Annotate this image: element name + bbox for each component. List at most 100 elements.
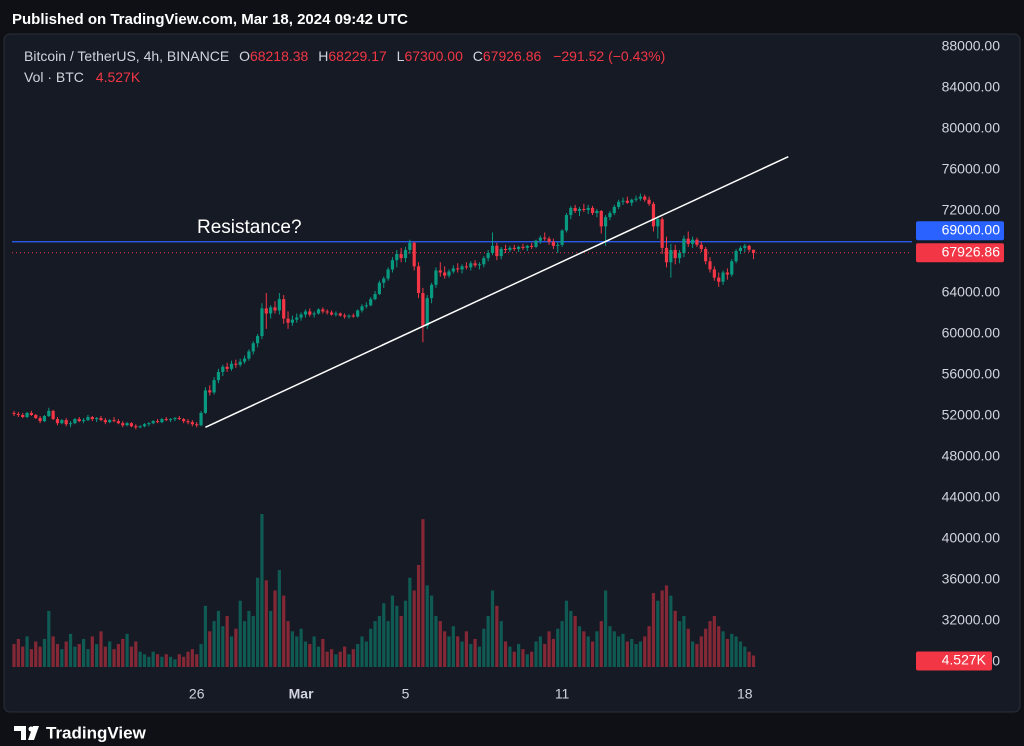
volume-bar [499,621,503,667]
candle-body [99,418,103,421]
volume-bar [177,654,181,667]
candle-body [621,200,625,202]
volume-bar [530,651,534,667]
y-tick-label: 88000.00 [942,38,1001,54]
candle-body [151,421,155,424]
volume-bar [651,593,656,667]
candle-body [477,264,482,266]
candle-body [321,309,325,312]
volume-bar [699,636,703,667]
candle-body [656,219,660,227]
candle-body [734,250,738,262]
volume-bar [416,565,421,667]
candle-body [712,269,716,278]
volume-bar [556,628,560,667]
volume-bar [21,646,25,667]
candle-body [260,308,264,337]
volume-bar [717,626,721,667]
symbol: Bitcoin / TetherUS, 4h, BINANCE [24,48,229,64]
volume-bar [273,590,277,667]
volume-bar [364,641,368,667]
candle-body [534,240,538,247]
volume-bar [551,638,555,667]
candle-body [212,380,216,393]
volume-bar [708,621,712,667]
volume-bar [86,649,90,667]
candle-body [434,270,438,285]
volume-bar [547,631,551,667]
candle-body [329,312,334,315]
volume-bar [260,514,264,667]
legend-key: H [318,48,328,64]
candle-body [630,199,634,203]
candle-body [464,266,468,268]
volume-bar [538,636,542,667]
candle-body [521,246,525,248]
candle-body [369,299,373,306]
volume-bar [438,621,442,667]
volume-bar [343,646,347,667]
volume-bar [464,631,468,667]
candle-body [21,414,25,418]
legend-value: 67926.86 [483,48,542,64]
candle-body [155,421,160,423]
candle-body [386,269,390,279]
volume-bar [443,631,447,667]
candle-body [512,247,516,249]
candle-body [447,271,451,276]
volume-bar [517,644,521,667]
x-tick-label: 26 [189,686,205,702]
volume-bar [508,646,512,667]
candle-body [730,261,734,275]
volume-bar [503,641,508,667]
candle-body [177,418,181,420]
candle-body [277,299,281,311]
candle-body [373,294,377,300]
candle-body [182,419,186,422]
volume-bar [16,638,20,667]
candle-body [543,237,547,239]
candle-body [68,423,73,425]
candle-body [77,419,81,422]
candle-body [451,268,455,272]
y-tick-label: 32000.00 [942,612,1001,628]
volume-bar [390,595,395,667]
volume-bar [29,649,33,667]
volume-bar [669,595,673,667]
volume-bar [151,651,155,667]
candle-body [382,278,386,283]
trendline [205,155,789,428]
volume-bar [682,616,686,667]
volume-bar [12,644,16,667]
volume-bar [73,646,77,667]
candle-body [677,253,682,259]
candle-body [199,412,203,426]
candle-body [582,208,586,210]
volume-bar [82,638,86,667]
candle-body [303,311,308,315]
volume-bar [221,626,225,667]
volume-bar [186,651,190,667]
volume-bar [286,621,290,667]
candle-body [95,418,99,420]
volume-bar [395,605,399,667]
candle-body [704,248,708,262]
volume-bar [691,641,695,667]
volume-legend: Vol · BTC 4.527K [24,69,141,85]
candle-body [403,249,408,259]
volume-bar [190,649,194,667]
y-tick-label: 44000.00 [942,489,1001,505]
volume-bar [25,636,29,667]
volume-title: Vol · BTC [24,69,84,85]
volume-bar [434,616,438,667]
candle-body [743,245,747,248]
candle-body [138,426,142,428]
candle-body [682,238,686,254]
candle-body [686,238,690,244]
candle-body [295,317,299,320]
volume-bar [704,628,708,667]
volume-bar [469,644,473,667]
candle-body [55,419,60,424]
candle-body [721,272,725,282]
candle-body [134,426,138,428]
